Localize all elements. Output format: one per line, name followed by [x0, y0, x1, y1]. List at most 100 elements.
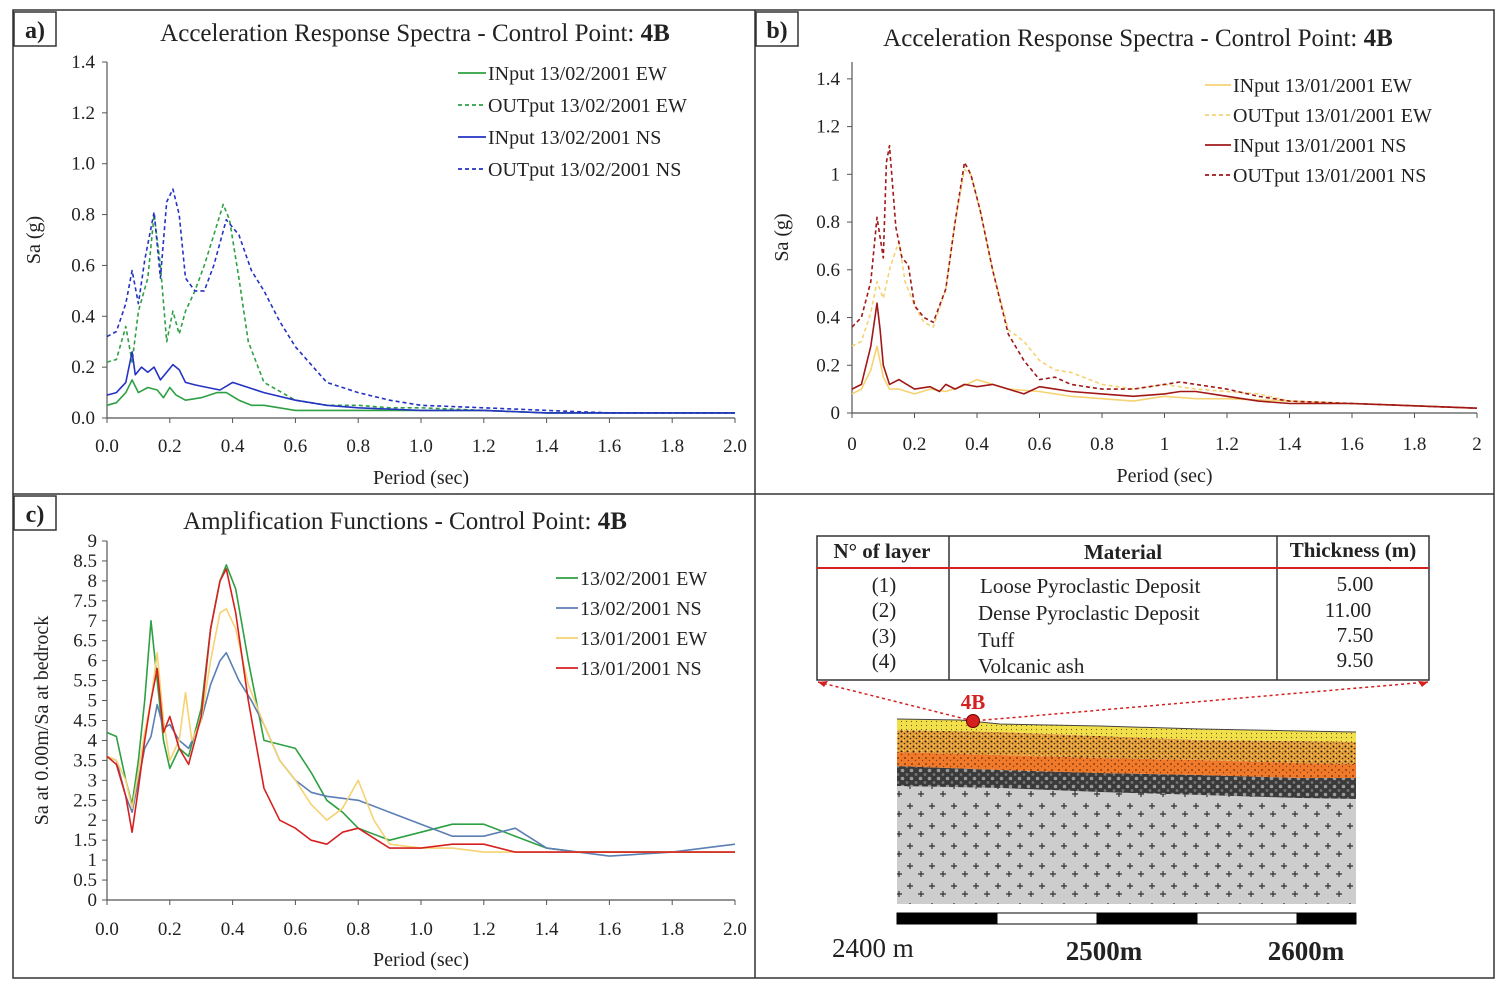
table-cell-layer: (2) [872, 598, 897, 622]
x-tick-label: 0 [847, 434, 857, 455]
legend-label: INput 13/01/2001 EW [1233, 75, 1412, 97]
tuff-layer [897, 752, 1356, 778]
y-tick-label: 9 [88, 531, 98, 552]
y-tick-label: 3 [88, 770, 98, 791]
x-tick-label: 2.0 [723, 919, 747, 940]
x-tick-label: 0.6 [1028, 434, 1052, 455]
y-tick-label: 0.2 [71, 357, 95, 378]
svg-text:b): b) [766, 18, 787, 44]
x-tick-label: 1.8 [1403, 434, 1427, 455]
series-line [851, 144, 1478, 409]
x-tick-label: 1.4 [535, 919, 559, 940]
x-tick-label: 0.6 [284, 919, 308, 940]
x-tick-label: 1.2 [472, 919, 496, 940]
y-tick-label: 0.6 [71, 255, 95, 276]
svg-text:c): c) [26, 502, 45, 528]
legend-label: 13/02/2001 NS [580, 598, 702, 620]
panel-c-label: c) [13, 495, 57, 531]
x-tick-label: 1 [1160, 434, 1170, 455]
panel-a-label: a) [13, 11, 57, 47]
x-axis-label: Period (sec) [1116, 465, 1212, 487]
x-tick-label: 0.2 [158, 919, 182, 940]
loose-pyroclastic-layer [897, 719, 1356, 742]
chart-b: 0 0.2 0.4 0.6 0.8 1 1.2 1.4 1.6 1.8 2 0 0.2 0.4 0.6 0.8… [771, 62, 1482, 487]
table-header-thickness: Thickness (m) [1290, 538, 1417, 562]
y-tick-label: 5 [88, 691, 98, 712]
y-tick-label: 0 [831, 403, 841, 424]
y-axis-label: Sa (g) [23, 216, 45, 264]
table-cell-material: Loose Pyroclastic Deposit [980, 574, 1201, 598]
x-tick-label: 0.8 [1090, 434, 1114, 455]
scale-bar [896, 912, 1357, 925]
y-tick-label: 5.5 [73, 671, 97, 692]
legend-label: OUTput 13/02/2001 NS [488, 159, 681, 181]
y-tick-label: 0.4 [71, 306, 95, 327]
x-tick-label: 1.4 [1278, 434, 1302, 455]
x-tick-label: 1.0 [409, 436, 433, 457]
y-tick-label: 2.5 [73, 790, 97, 811]
y-tick-label: 0.2 [816, 355, 840, 376]
x-tick-label: 0.2 [158, 436, 182, 457]
series-line [106, 651, 736, 857]
control-point-marker [966, 714, 980, 728]
y-tick-label: 4 [88, 730, 98, 751]
x-tick-label: 0.2 [903, 434, 927, 455]
table-header-material: Material [1084, 540, 1162, 564]
series-line [851, 168, 1478, 409]
x-tick-label: 1.4 [535, 436, 559, 457]
scale-label-2600: 2600m [1268, 936, 1345, 966]
y-tick-label: 1 [88, 850, 98, 871]
y-tick-label: 8 [88, 571, 98, 592]
x-axis-label: Period (sec) [373, 467, 469, 489]
legend-label: INput 13/02/2001 EW [488, 63, 667, 85]
table-cell-thickness: 7.50 [1337, 623, 1374, 647]
svg-text:a): a) [25, 18, 45, 44]
volcanic-ash-layer [897, 766, 1356, 799]
y-tick-label: 1.2 [71, 103, 95, 124]
series-line [106, 351, 735, 414]
scale-label-2500: 2500m [1066, 936, 1143, 966]
x-tick-label: 1.0 [409, 919, 433, 940]
y-tick-label: 0.4 [816, 308, 840, 329]
y-tick-label: 2 [88, 810, 98, 831]
y-axis-label: Sa (g) [771, 213, 793, 261]
x-tick-label: 1.8 [660, 436, 684, 457]
y-tick-label: 4.5 [73, 711, 97, 732]
x-tick-label: 1.2 [472, 436, 496, 457]
legend-label: INput 13/02/2001 NS [488, 127, 661, 149]
series-line [106, 564, 735, 853]
chart-a: 0.0 0.2 0.4 0.6 0.8 1.0 1.2 1.4 1.6 1.8 2.0 0.0 0.2 0… [23, 52, 747, 489]
layer-table: N° of layer Material Thickness (m) (1) L… [816, 535, 1430, 681]
y-tick-label: 1 [831, 164, 841, 185]
x-tick-label: 0.4 [965, 434, 989, 455]
bedrock-layer [897, 786, 1356, 904]
legend-label: INput 13/01/2001 NS [1233, 135, 1406, 157]
y-tick-label: 0.0 [71, 408, 95, 429]
figure-frame [12, 9, 1495, 979]
panel-a-title: Acceleration Response Spectra - Control … [160, 20, 670, 47]
series-line [851, 302, 1478, 409]
table-header-layer: N° of layer [833, 539, 930, 563]
y-tick-label: 7 [88, 611, 98, 632]
table-cell-thickness: 9.50 [1337, 648, 1374, 672]
legend-label: 13/02/2001 EW [580, 568, 707, 590]
table-cell-thickness: 5.00 [1337, 572, 1374, 596]
series-line [106, 203, 735, 414]
series-line [851, 345, 1478, 409]
table-cell-material: Dense Pyroclastic Deposit [978, 601, 1200, 625]
y-tick-label: 1.4 [816, 69, 840, 90]
panel-b-label: b) [755, 11, 799, 47]
legend-label: 13/01/2001 NS [580, 658, 702, 680]
legend-label: OUTput 13/02/2001 EW [488, 95, 687, 117]
y-tick-label: 6 [88, 651, 98, 672]
table-cell-layer: (4) [872, 649, 897, 673]
legend-label: 13/01/2001 EW [580, 628, 707, 650]
x-tick-label: 0.8 [346, 436, 370, 457]
y-tick-label: 7.5 [73, 591, 97, 612]
x-tick-label: 0.8 [346, 919, 370, 940]
x-tick-label: 1.6 [1340, 434, 1364, 455]
panel-c-title: Amplification Functions - Control Point:… [183, 508, 627, 535]
y-tick-label: 0.8 [816, 212, 840, 233]
x-tick-label: 1.2 [1215, 434, 1239, 455]
